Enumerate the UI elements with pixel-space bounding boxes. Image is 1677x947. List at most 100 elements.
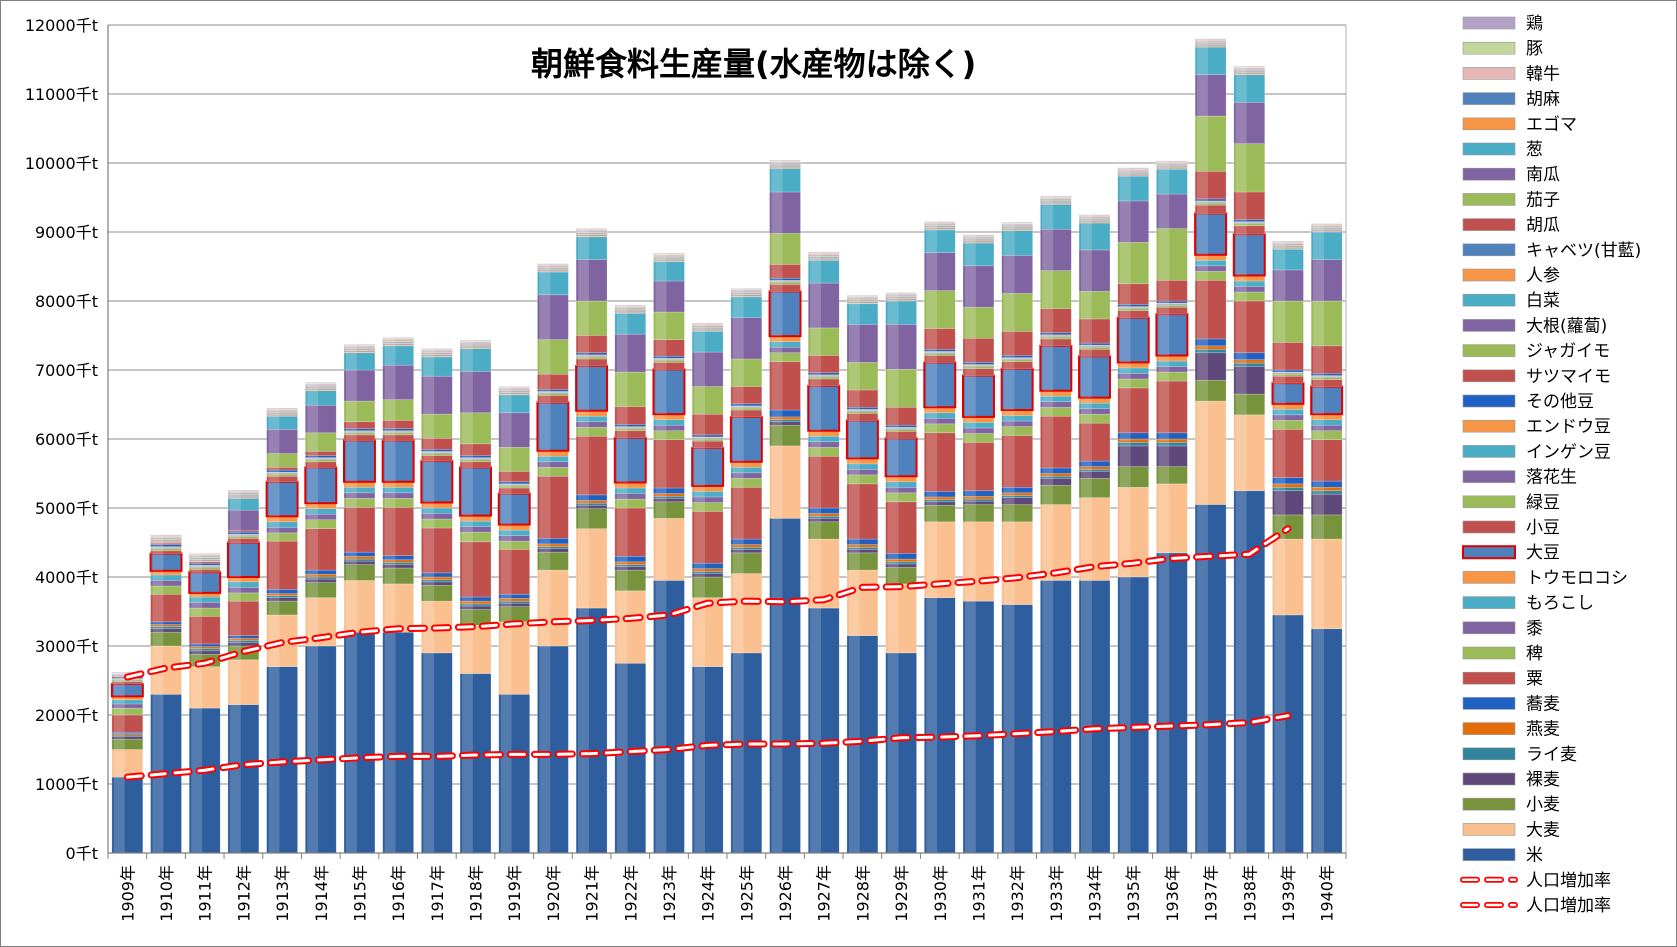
- bar-highlight: [1197, 45, 1208, 46]
- bar-highlight: [810, 255, 822, 257]
- bar-highlight: [964, 365, 976, 366]
- bar-highlight: [771, 164, 783, 166]
- bar-highlight: [616, 312, 628, 313]
- legend-label: 人口増加率: [1526, 896, 1611, 916]
- bar-highlight: [1313, 227, 1325, 229]
- bar-highlight: [655, 339, 667, 357]
- chart-title: 朝鮮食料生産量(水産物は除く): [531, 45, 976, 83]
- bar-highlight: [810, 385, 822, 431]
- bar-highlight: [848, 463, 860, 470]
- bar-highlight: [1119, 307, 1131, 309]
- bar-highlight: [1081, 423, 1092, 462]
- bar-highlight: [616, 427, 628, 429]
- bar-highlight: [578, 494, 589, 501]
- bar-segment: [421, 527, 453, 574]
- bar-segment: [846, 362, 879, 391]
- bar-highlight: [345, 352, 357, 353]
- bar-highlight: [1119, 577, 1131, 853]
- bar-highlight: [694, 331, 706, 353]
- x-tick-label: 1927年: [815, 865, 834, 922]
- x-tick-label: 1937年: [1202, 865, 1221, 922]
- bar-highlight: [887, 563, 899, 568]
- bar-highlight: [887, 487, 899, 493]
- bar-segment: [846, 483, 879, 540]
- bar-highlight: [229, 495, 241, 497]
- legend-item: 大豆: [1462, 543, 1560, 563]
- bar-segment: [265, 480, 299, 518]
- bar-highlight: [462, 348, 473, 372]
- bar-highlight: [345, 428, 357, 431]
- legend-item: 南瓜: [1462, 165, 1560, 185]
- bar-highlight: [964, 365, 976, 367]
- legend-label: インゲン豆: [1526, 442, 1611, 462]
- bar-highlight: [307, 514, 319, 520]
- bar-segment: [1117, 373, 1149, 380]
- bar-highlight: [1313, 229, 1325, 231]
- bar-highlight: [655, 414, 667, 420]
- bar-highlight: [1158, 442, 1170, 446]
- bar-highlight: [500, 392, 512, 394]
- bar-highlight: [848, 301, 860, 302]
- bar-highlight: [1119, 200, 1131, 243]
- legend-label: 人参: [1526, 266, 1560, 286]
- bar-highlight: [268, 527, 280, 533]
- y-tick-label: 12000千t: [25, 16, 98, 35]
- population-line-inner: [125, 714, 1290, 779]
- bar-segment: [1078, 222, 1111, 251]
- bar-highlight: [423, 355, 435, 357]
- bar-segment: [575, 435, 608, 496]
- bar-highlight: [191, 561, 203, 564]
- bar-highlight: [384, 343, 396, 344]
- bar-highlight: [1119, 317, 1131, 363]
- bar-segment: [150, 534, 182, 536]
- bar-highlight: [500, 535, 512, 542]
- bar-highlight: [655, 518, 667, 581]
- bar-segment: [1001, 355, 1033, 358]
- bar-highlight: [926, 226, 938, 228]
- bar-segment: [730, 573, 763, 654]
- bar-highlight: [964, 366, 976, 369]
- bar-highlight: [1119, 168, 1131, 170]
- bar-highlight: [1235, 74, 1247, 103]
- legend-item: 米: [1462, 846, 1543, 866]
- bar-highlight: [732, 292, 744, 294]
- legend-label: 蕎麦: [1526, 694, 1560, 714]
- bar-highlight: [1313, 373, 1325, 376]
- bar-highlight: [732, 291, 744, 293]
- bar-segment: [1194, 115, 1227, 172]
- legend-item: 豚: [1462, 39, 1543, 59]
- bar-highlight: [152, 535, 164, 537]
- bar-highlight: [887, 296, 899, 297]
- legend-item: 胡麻: [1462, 90, 1560, 110]
- bar-highlight: [1158, 168, 1170, 170]
- bar-highlight: [810, 257, 822, 259]
- bar-highlight: [771, 191, 783, 234]
- bar-highlight: [539, 374, 551, 390]
- bar-highlight: [887, 652, 899, 853]
- bar-highlight: [307, 455, 319, 458]
- bar-highlight: [887, 438, 899, 477]
- bar-segment: [343, 507, 376, 553]
- bar-segment: [1001, 521, 1033, 605]
- bar-highlight: [578, 365, 589, 411]
- bar-highlight: [732, 296, 744, 318]
- bar-highlight: [1042, 504, 1054, 581]
- bar-stack-1919年: [497, 386, 531, 854]
- bar-highlight: [887, 297, 899, 299]
- bar-highlight: [423, 461, 435, 503]
- bar-highlight: [539, 391, 551, 393]
- bar-stack-1920年: [536, 263, 570, 854]
- bar-highlight: [771, 233, 783, 265]
- bar-highlight: [1158, 301, 1170, 304]
- bar-highlight: [1274, 240, 1286, 242]
- bar-highlight: [307, 390, 319, 391]
- bar-highlight: [964, 504, 976, 522]
- bar-highlight: [732, 461, 744, 468]
- bar-highlight: [694, 436, 706, 438]
- bar-highlight: [1158, 432, 1170, 439]
- bar-highlight: [1119, 387, 1131, 433]
- bar-highlight: [1081, 220, 1092, 221]
- bar-highlight: [926, 423, 938, 433]
- bar-highlight: [191, 608, 203, 617]
- bar-highlight: [1313, 224, 1325, 226]
